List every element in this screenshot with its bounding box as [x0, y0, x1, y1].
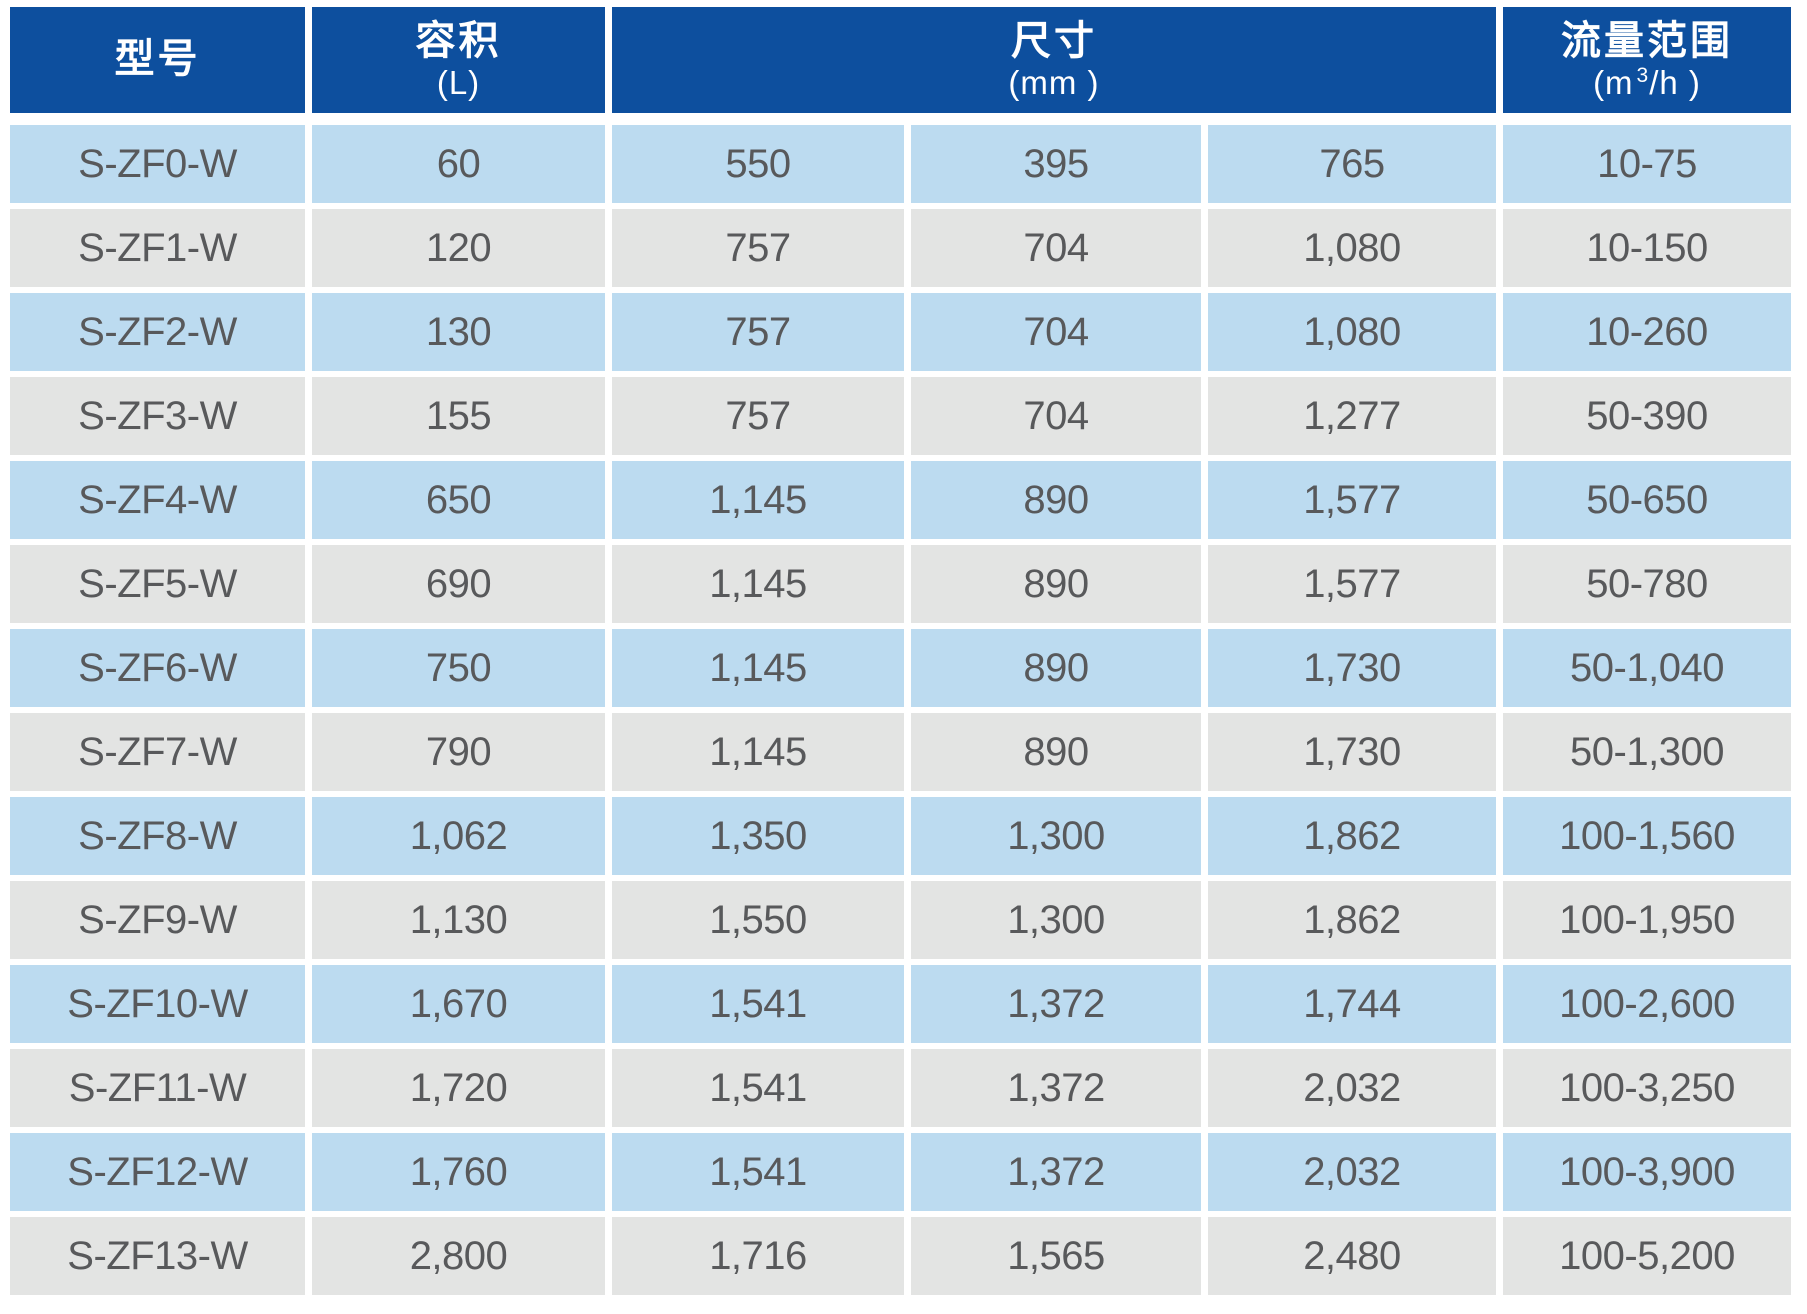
dimension-cell-2: 890 [911, 545, 1201, 623]
dimension-cell-2: 1,372 [911, 965, 1201, 1043]
volume-cell: 1,720 [312, 1049, 605, 1127]
model-cell: S-ZF2-W [10, 293, 305, 371]
flow-range-cell: 100-2,600 [1503, 965, 1791, 1043]
header-model: 型号 [10, 7, 305, 113]
model-cell: S-ZF11-W [10, 1049, 305, 1127]
dimension-cell-3: 1,080 [1208, 209, 1496, 287]
dimension-cell-1: 1,145 [612, 461, 904, 539]
header-dimensions: 尺寸 (mm ) [612, 7, 1496, 113]
dimension-cell-2: 704 [911, 293, 1201, 371]
flow-range-cell: 100-3,250 [1503, 1049, 1791, 1127]
flow-range-cell: 100-5,200 [1503, 1217, 1791, 1295]
dimension-cell-3: 1,744 [1208, 965, 1496, 1043]
flow-range-cell: 50-780 [1503, 545, 1791, 623]
model-cell: S-ZF5-W [10, 545, 305, 623]
model-cell: S-ZF13-W [10, 1217, 305, 1295]
dimension-cell-1: 1,541 [612, 1133, 904, 1211]
dimension-cell-3: 1,277 [1208, 377, 1496, 455]
dimension-cell-2: 1,372 [911, 1049, 1201, 1127]
flow-range-cell: 50-1,300 [1503, 713, 1791, 791]
dimension-cell-1: 1,350 [612, 797, 904, 875]
volume-cell: 130 [312, 293, 605, 371]
dimension-cell-3: 2,032 [1208, 1133, 1496, 1211]
table-header: 型号 容积 (L) 尺寸 (mm ) 流量范围 (m 3/h ) [10, 7, 1791, 113]
dimension-cell-1: 1,541 [612, 965, 904, 1043]
volume-cell: 1,670 [312, 965, 605, 1043]
flow-range-cell: 100-1,950 [1503, 881, 1791, 959]
dimension-cell-1: 1,550 [612, 881, 904, 959]
model-cell: S-ZF9-W [10, 881, 305, 959]
header-flow-range-label: 流量范围 [1561, 18, 1733, 63]
flow-range-cell: 100-3,900 [1503, 1133, 1791, 1211]
volume-cell: 790 [312, 713, 605, 791]
flow-range-cell: 10-260 [1503, 293, 1791, 371]
dimension-cell-3: 1,730 [1208, 629, 1496, 707]
dimension-cell-2: 704 [911, 209, 1201, 287]
dimension-cell-1: 757 [612, 293, 904, 371]
model-cell: S-ZF4-W [10, 461, 305, 539]
dimension-cell-2: 395 [911, 125, 1201, 203]
volume-cell: 1,130 [312, 881, 605, 959]
model-cell: S-ZF7-W [10, 713, 305, 791]
dimension-cell-3: 2,480 [1208, 1217, 1496, 1295]
header-volume: 容积 (L) [312, 7, 605, 113]
header-volume-label: 容积 [415, 18, 502, 63]
flow-range-cell: 50-1,040 [1503, 629, 1791, 707]
volume-cell: 750 [312, 629, 605, 707]
volume-cell: 155 [312, 377, 605, 455]
dimension-cell-1: 1,145 [612, 545, 904, 623]
dimension-cell-3: 1,862 [1208, 797, 1496, 875]
dimension-cell-1: 1,541 [612, 1049, 904, 1127]
model-cell: S-ZF1-W [10, 209, 305, 287]
dimension-cell-1: 757 [612, 209, 904, 287]
model-cell: S-ZF6-W [10, 629, 305, 707]
volume-cell: 120 [312, 209, 605, 287]
dimension-cell-1: 550 [612, 125, 904, 203]
dimension-cell-1: 1,716 [612, 1217, 904, 1295]
header-dimensions-unit: (mm ) [1008, 64, 1100, 102]
flow-range-cell: 50-390 [1503, 377, 1791, 455]
model-cell: S-ZF8-W [10, 797, 305, 875]
dimension-cell-3: 1,577 [1208, 461, 1496, 539]
dimension-cell-3: 1,862 [1208, 881, 1496, 959]
volume-cell: 1,062 [312, 797, 605, 875]
dimension-cell-3: 2,032 [1208, 1049, 1496, 1127]
flow-range-cell: 10-150 [1503, 209, 1791, 287]
flow-range-cell: 50-650 [1503, 461, 1791, 539]
dimension-cell-3: 1,577 [1208, 545, 1496, 623]
dimension-cell-2: 1,372 [911, 1133, 1201, 1211]
header-dimensions-label: 尺寸 [1011, 18, 1097, 63]
dimension-cell-2: 704 [911, 377, 1201, 455]
dimension-cell-1: 1,145 [612, 629, 904, 707]
volume-cell: 2,800 [312, 1217, 605, 1295]
dimension-cell-3: 1,730 [1208, 713, 1496, 791]
dimension-cell-1: 757 [612, 377, 904, 455]
dimension-cell-2: 1,300 [911, 797, 1201, 875]
model-cell: S-ZF10-W [10, 965, 305, 1043]
flow-range-cell: 100-1,560 [1503, 797, 1791, 875]
table-body: S-ZF0-W 60 550 395 765 10-75 S-ZF1-W 120… [10, 125, 1791, 1295]
model-cell: S-ZF12-W [10, 1133, 305, 1211]
header-model-label: 型号 [114, 37, 201, 82]
dimension-cell-2: 1,300 [911, 881, 1201, 959]
volume-cell: 690 [312, 545, 605, 623]
header-flow-range-unit: (m 3/h ) [1593, 64, 1701, 102]
dimension-cell-3: 1,080 [1208, 293, 1496, 371]
volume-cell: 1,760 [312, 1133, 605, 1211]
header-volume-unit: (L) [436, 64, 481, 102]
dimension-cell-2: 1,565 [911, 1217, 1201, 1295]
flow-range-cell: 10-75 [1503, 125, 1791, 203]
dimension-cell-2: 890 [911, 461, 1201, 539]
dimension-cell-1: 1,145 [612, 713, 904, 791]
volume-cell: 650 [312, 461, 605, 539]
model-cell: S-ZF0-W [10, 125, 305, 203]
dimension-cell-2: 890 [911, 713, 1201, 791]
model-cell: S-ZF3-W [10, 377, 305, 455]
volume-cell: 60 [312, 125, 605, 203]
dimension-cell-2: 890 [911, 629, 1201, 707]
dimension-cell-3: 765 [1208, 125, 1496, 203]
header-flow-range: 流量范围 (m 3/h ) [1503, 7, 1791, 113]
